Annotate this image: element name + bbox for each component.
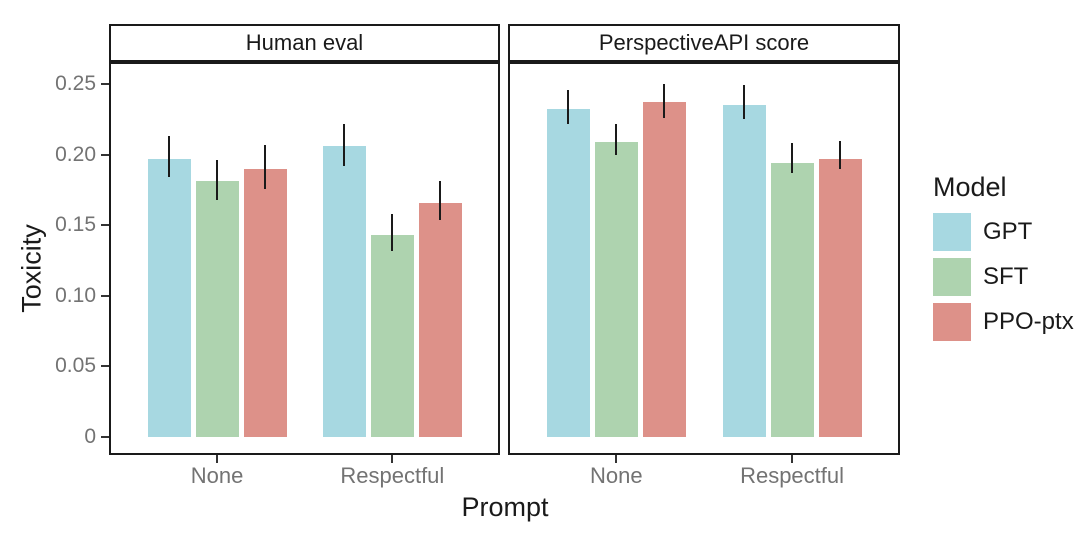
error-bar-ppo-ptx-none bbox=[663, 84, 666, 118]
error-bar-gpt-none bbox=[567, 89, 570, 124]
y-tick-mark bbox=[101, 365, 109, 368]
x-tick-mark bbox=[216, 455, 219, 463]
y-tick-label: 0.20 bbox=[55, 142, 96, 166]
x-tick-mark bbox=[615, 455, 618, 463]
facet-title-human-eval: Human eval bbox=[109, 24, 500, 62]
bar-ppo-ptx-respectful bbox=[818, 158, 862, 437]
x-tick-label: Respectful bbox=[740, 463, 845, 488]
error-bar-sft-none bbox=[216, 160, 219, 200]
bar-ppo-ptx-none bbox=[243, 168, 287, 437]
bar-ppo-ptx-respectful bbox=[418, 202, 462, 437]
x-tick-label: None bbox=[590, 463, 643, 488]
panel-plot-area bbox=[111, 64, 498, 453]
legend-title: Model bbox=[933, 172, 1007, 202]
legend-item-ppo-ptx: PPO-ptx bbox=[933, 303, 1074, 341]
error-bar-gpt-respectful bbox=[743, 85, 746, 120]
panel-perspectiveapi-score bbox=[508, 62, 900, 455]
legend-items: GPT SFT PPO-ptx bbox=[933, 213, 1074, 341]
panel-plot-area bbox=[510, 64, 898, 453]
legend-swatch-gpt bbox=[933, 213, 971, 251]
y-tick-label: 0.10 bbox=[55, 283, 96, 307]
bar-gpt-none bbox=[546, 109, 590, 437]
bar-sft-none bbox=[594, 141, 638, 437]
y-tick-label: 0 bbox=[84, 425, 96, 448]
facet-title-label: Human eval bbox=[245, 30, 364, 55]
facet-title-label: PerspectiveAPI score bbox=[598, 30, 810, 55]
legend-label: GPT bbox=[983, 218, 1033, 245]
bar-sft-respectful bbox=[370, 235, 414, 437]
x-tick-label: Respectful bbox=[340, 463, 445, 488]
error-bar-gpt-respectful bbox=[343, 123, 346, 166]
y-tick-label: 0.25 bbox=[55, 72, 96, 95]
y-tick-mark bbox=[101, 436, 109, 438]
legend-swatch-sft bbox=[933, 258, 971, 296]
legend-swatch-ppo-ptx bbox=[933, 303, 971, 341]
y-tick-mark bbox=[101, 294, 109, 297]
error-bar-sft-respectful bbox=[791, 143, 794, 173]
y-tick-mark bbox=[101, 153, 109, 156]
y-tick-mark bbox=[101, 83, 109, 85]
error-bar-ppo-ptx-respectful bbox=[439, 181, 442, 220]
legend-label: PPO-ptx bbox=[983, 308, 1074, 335]
legend-item-gpt: GPT bbox=[933, 213, 1074, 251]
bar-sft-respectful bbox=[770, 163, 814, 437]
bar-sft-none bbox=[195, 181, 239, 437]
y-tick-mark bbox=[101, 224, 109, 227]
bar-gpt-respectful bbox=[722, 105, 766, 437]
y-tick-label: 0.15 bbox=[55, 213, 96, 237]
x-tick-label: None bbox=[190, 463, 244, 488]
error-bar-sft-respectful bbox=[391, 213, 394, 251]
facet-title-perspectiveapi-score: PerspectiveAPI score bbox=[508, 24, 900, 62]
x-tick-mark bbox=[791, 455, 794, 463]
legend-item-sft: SFT bbox=[933, 258, 1074, 296]
error-bar-ppo-ptx-none bbox=[264, 144, 267, 189]
error-bar-ppo-ptx-respectful bbox=[839, 140, 842, 169]
bar-ppo-ptx-none bbox=[642, 102, 686, 437]
panel-human-eval bbox=[109, 62, 500, 455]
y-tick-label: 0.05 bbox=[55, 354, 96, 378]
bar-gpt-none bbox=[147, 158, 191, 437]
error-bar-sft-none bbox=[615, 123, 618, 155]
legend: Model GPT SFT PPO-ptx bbox=[933, 172, 1074, 348]
error-bar-gpt-none bbox=[168, 136, 171, 178]
bar-gpt-respectful bbox=[322, 146, 366, 437]
x-tick-mark bbox=[391, 455, 394, 463]
legend-label: SFT bbox=[983, 263, 1029, 290]
x-axis-title: Prompt bbox=[461, 492, 549, 522]
